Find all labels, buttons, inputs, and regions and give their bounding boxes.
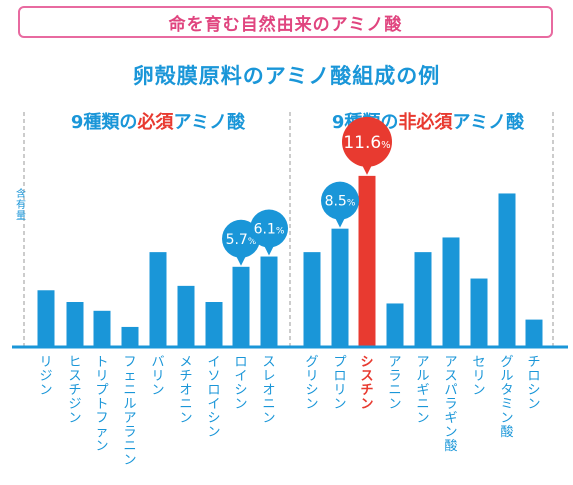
bar-10	[331, 228, 349, 346]
category-label-11: シスチン	[360, 355, 373, 412]
bar-3	[121, 326, 139, 346]
callout-value: 11.6%	[343, 133, 390, 153]
category-label-0: リジン	[39, 355, 52, 398]
bar-16	[498, 193, 516, 346]
essential-heading-emphasis: 必須	[136, 111, 174, 133]
callout-value: 8.5%	[325, 194, 356, 210]
category-label-7: ロイシン	[234, 355, 247, 412]
bar-17	[525, 319, 543, 346]
category-label-8: スレオニン	[262, 355, 275, 426]
non-essential-heading-emphasis: 非必須	[398, 111, 453, 133]
bar-8	[260, 256, 278, 346]
category-label-4: バリン	[151, 355, 164, 398]
category-label-16: グルタミン酸	[500, 355, 513, 440]
bar-7	[232, 266, 250, 346]
banner: 命を育む自然由来のアミノ酸	[18, 6, 553, 38]
callout-bubble	[321, 181, 359, 220]
category-label-2: トリプトファン	[95, 355, 108, 454]
callout-bubble	[250, 209, 288, 248]
category-label-17: チロシン	[527, 355, 540, 412]
bar-13	[414, 252, 432, 346]
category-label-13: アルギニン	[416, 355, 429, 426]
essential-heading-suffix: アミノ酸	[173, 111, 246, 133]
category-label-1: ヒスチジン	[68, 355, 81, 426]
non-essential-heading-suffix: アミノ酸	[452, 111, 525, 133]
y-axis-label: 含有量	[16, 187, 26, 222]
callout-value: 5.7%	[226, 232, 257, 248]
bar-12	[386, 303, 404, 346]
bar-15	[470, 278, 488, 346]
category-label-5: メチオニン	[179, 355, 192, 426]
category-label-6: イソロイシン	[207, 355, 220, 440]
bar-9	[303, 252, 321, 346]
banner-text: 命を育む自然由来のアミノ酸	[168, 14, 403, 35]
category-labels: リジン ヒスチジン トリプトファン フェニルアラニン バリン メチオニン イソロイシン ロイシ…	[39, 355, 540, 468]
category-label-12: アラニン	[388, 355, 401, 412]
category-label-10: プロリン	[333, 355, 346, 412]
bar-11	[358, 175, 376, 346]
bar-0	[37, 290, 55, 346]
bar-4	[149, 252, 167, 346]
callout-3: 11.6%	[342, 116, 392, 175]
bar-14	[442, 237, 460, 346]
callout-2: 8.5%	[321, 181, 359, 228]
essential-heading-prefix: 9種類の	[71, 111, 138, 133]
bar-6	[205, 302, 223, 346]
chart-subtitle: 卵殻膜原料のアミノ酸組成の例	[132, 64, 441, 88]
category-label-3: フェニルアラニン	[123, 355, 136, 468]
callout-value: 6.1%	[254, 222, 285, 238]
category-label-9: グリシン	[305, 355, 318, 412]
callout-1: 6.1%	[250, 209, 288, 256]
bar-1	[66, 302, 84, 346]
bar-5	[177, 285, 195, 346]
category-label-15: セリン	[472, 355, 485, 398]
category-label-14: アスパラギン酸	[444, 355, 457, 454]
bar-2	[93, 310, 111, 346]
callout-bubble	[342, 116, 392, 167]
essential-group-heading: 9種類の必須アミノ酸	[71, 111, 246, 133]
value-callouts: 5.7%6.1% 8.5% 11.6%	[222, 116, 392, 266]
bars	[37, 175, 543, 346]
